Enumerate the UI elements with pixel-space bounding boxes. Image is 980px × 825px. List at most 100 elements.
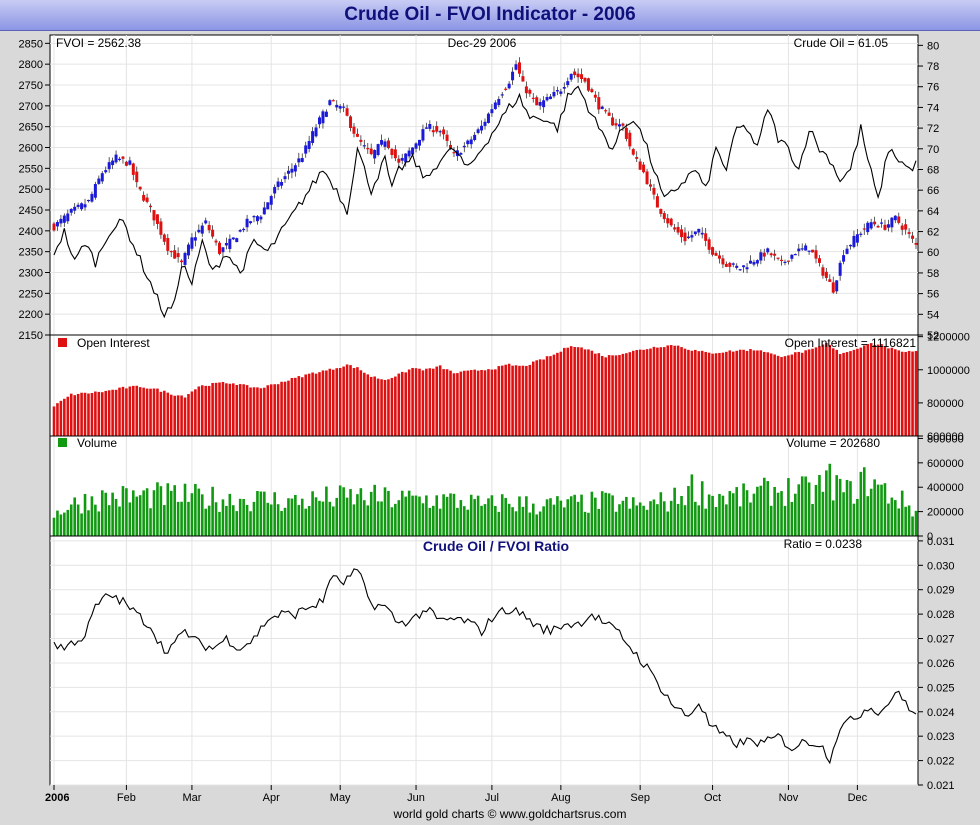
candle-body <box>914 242 918 245</box>
candle-body <box>604 110 608 112</box>
volume-bar <box>214 502 218 536</box>
open-interest-bar <box>914 351 918 436</box>
volume-bar <box>269 504 273 536</box>
volume-bar <box>769 505 773 536</box>
candle-body <box>845 248 849 254</box>
open-interest-bar <box>583 349 587 436</box>
candle-body <box>593 94 597 98</box>
volume-bar <box>711 495 714 536</box>
open-interest-bar <box>383 379 387 436</box>
open-interest-bar <box>214 382 218 436</box>
candle-body <box>349 116 353 128</box>
open-interest-bar <box>635 350 639 436</box>
right-y-tick-label: 0.023 <box>927 731 955 743</box>
open-interest-bar <box>487 369 490 436</box>
candle-body <box>559 91 563 94</box>
left-y-tick-label: 2250 <box>19 288 43 300</box>
right-y-tick-label: 52 <box>927 330 939 342</box>
open-interest-bar <box>163 390 166 436</box>
volume-bar <box>80 513 83 536</box>
open-interest-bar <box>573 347 576 436</box>
open-interest-bar <box>494 369 497 436</box>
open-interest-bar <box>666 345 670 436</box>
candle-body <box>352 126 356 134</box>
left-y-tick-label: 2500 <box>19 184 43 196</box>
volume-bar <box>94 504 97 536</box>
open-interest-bar <box>773 354 776 436</box>
volume-bar <box>100 490 104 536</box>
volume-bar <box>563 507 566 536</box>
volume-bar <box>821 491 825 536</box>
candle-body <box>714 253 718 256</box>
candle-body <box>669 218 673 226</box>
open-interest-bar <box>125 388 128 436</box>
candle-body <box>414 143 418 149</box>
open-interest-bar <box>549 356 552 436</box>
candle-body <box>162 234 166 242</box>
candle-body <box>149 205 153 208</box>
candle-body <box>838 262 842 276</box>
volume-bar <box>73 497 76 536</box>
candle-body <box>542 100 546 108</box>
open-interest-bar <box>790 354 794 436</box>
volume-bar <box>814 484 818 536</box>
volume-bar <box>307 505 311 536</box>
candle-body <box>435 126 439 132</box>
volume-bar <box>490 495 494 536</box>
candle-body <box>876 226 880 228</box>
candle-body <box>852 235 856 247</box>
open-interest-bar <box>431 368 435 436</box>
open-interest-bar <box>197 386 201 436</box>
open-interest-bar <box>376 378 380 436</box>
candle-body <box>218 242 222 254</box>
price-panel <box>52 57 918 319</box>
open-interest-bar <box>742 349 745 436</box>
candle-body <box>814 250 818 259</box>
open-interest-bar <box>466 370 470 436</box>
open-interest-bar <box>876 344 880 436</box>
x-tick-label: May <box>330 792 351 804</box>
volume-bar <box>183 483 187 536</box>
open-interest-bar <box>249 387 252 436</box>
volume-bar <box>435 495 439 536</box>
open-interest-bar <box>683 348 687 436</box>
candle-body <box>555 90 559 92</box>
candle-body <box>907 232 911 234</box>
open-interest-bar <box>911 351 914 436</box>
volume-bar <box>666 511 670 536</box>
volume-bar <box>318 500 321 536</box>
candle-body <box>676 226 680 233</box>
volume-bar <box>618 504 621 536</box>
ratio-line <box>53 568 917 765</box>
open-interest-bar <box>890 347 894 436</box>
footer-credit: world gold charts © www.goldchartsrus.co… <box>393 807 627 821</box>
open-interest-bar <box>476 370 480 436</box>
volume-bar <box>504 497 507 536</box>
candle-body <box>176 253 180 258</box>
candle-body <box>662 213 666 220</box>
volume-bar <box>859 471 863 536</box>
open-interest-bar <box>373 376 376 436</box>
candle-body <box>614 123 618 126</box>
volume-bar <box>762 477 766 536</box>
right-y-tick-label: 0.030 <box>927 560 955 572</box>
volume-bar <box>621 500 625 536</box>
open-interest-bar <box>428 368 432 436</box>
candle-body <box>611 117 615 126</box>
open-interest-bar <box>769 353 773 436</box>
volume-bar <box>231 505 235 536</box>
volume-bar <box>173 485 176 536</box>
volume-bar <box>635 505 639 536</box>
candle-body <box>690 235 694 238</box>
volume-bar <box>825 470 828 536</box>
volume-bar <box>669 500 673 536</box>
open-interest-bar <box>525 365 528 436</box>
open-interest-bar <box>735 350 739 436</box>
volume-bar <box>607 493 611 536</box>
x-tick-label: Feb <box>117 792 136 804</box>
volume-bar <box>683 505 687 536</box>
crude-oil-line <box>53 85 917 319</box>
volume-bar <box>345 497 349 536</box>
volume-bar <box>807 482 811 536</box>
